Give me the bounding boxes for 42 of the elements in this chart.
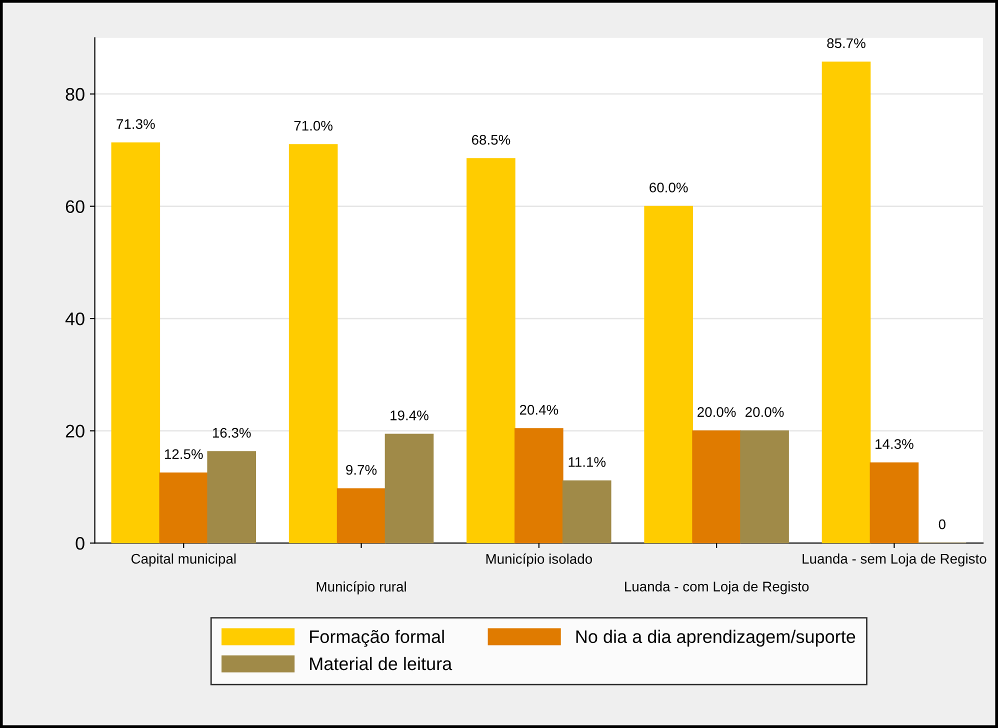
y-tick-label: 0 xyxy=(76,537,84,550)
legend-label: Formação formal xyxy=(310,630,444,647)
y-tick-label: 20 xyxy=(66,424,84,438)
x-tick-label: Luanda - com Loja de Registo xyxy=(625,581,809,594)
y-tick-label: 40 xyxy=(65,312,84,326)
data-label: 12.5% xyxy=(165,449,203,460)
bar xyxy=(562,480,612,544)
data-label: 9.7% xyxy=(346,464,377,475)
bar xyxy=(514,428,564,544)
bar xyxy=(384,434,434,544)
data-label: 68.5% xyxy=(472,134,510,145)
x-tick-label: Município isolado xyxy=(486,554,592,567)
data-label: 60.0% xyxy=(650,182,688,192)
data-label: 14.3% xyxy=(876,439,914,449)
data-label: 0 xyxy=(938,519,946,530)
x-tick-label: Luanda - sem Loja de Registo xyxy=(802,554,986,566)
data-label: 11.1% xyxy=(568,457,606,467)
data-label: 85.7% xyxy=(827,38,866,48)
bar xyxy=(207,451,256,544)
data-label: 20.0% xyxy=(746,407,784,417)
legend-label: No dia a dia aprendizagem/suporte xyxy=(576,630,856,647)
bar xyxy=(740,430,789,544)
x-tick-label: Município rural xyxy=(316,581,406,594)
data-label: 71.3% xyxy=(116,119,155,129)
y-tick-label: 60 xyxy=(66,200,84,213)
bar xyxy=(822,62,871,544)
data-label: 71.0% xyxy=(294,120,333,131)
data-label: 19.4% xyxy=(390,410,428,420)
bar xyxy=(111,142,160,544)
bar xyxy=(336,488,386,544)
data-label: 20.0% xyxy=(698,407,736,417)
bar xyxy=(466,158,516,544)
data-label: 16.3% xyxy=(212,428,251,438)
bar xyxy=(692,430,741,544)
legend-label: Material de leitura xyxy=(310,656,452,670)
bar xyxy=(288,144,338,544)
data-label: 20.4% xyxy=(520,404,558,415)
bar xyxy=(644,206,693,544)
bar xyxy=(159,472,208,544)
bar xyxy=(870,462,919,544)
y-tick-label: 80 xyxy=(66,88,84,101)
x-tick-label: Capital municipal xyxy=(131,554,236,566)
